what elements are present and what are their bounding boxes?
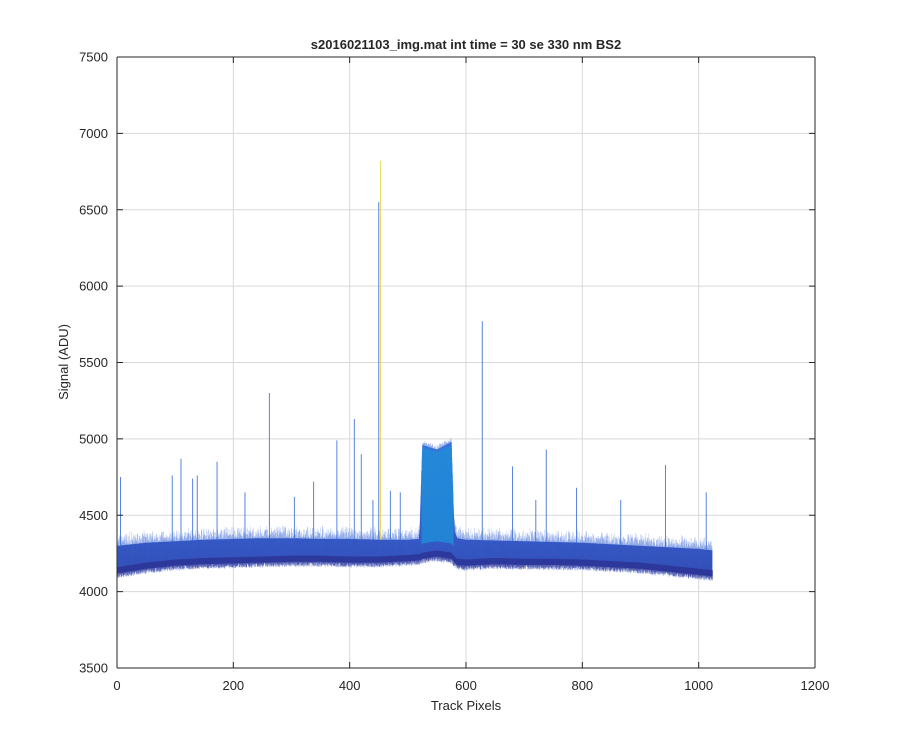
y-tick-label: 6000 — [79, 279, 108, 294]
y-tick-label: 5000 — [79, 431, 108, 446]
y-axis-label: Signal (ADU) — [56, 324, 71, 400]
x-tick-label: 200 — [222, 678, 244, 693]
x-axis-label: Track Pixels — [431, 698, 502, 713]
x-tick-label: 800 — [571, 678, 593, 693]
y-tick-label: 3500 — [79, 661, 108, 676]
ticks: 0 200 400 600 800 1000 1200 3500 4000 4500 5000 550… — [79, 50, 829, 694]
chart-title: s2016021103_img.mat int time = 30 se 330… — [311, 37, 621, 52]
x-tick-label: 1000 — [684, 678, 713, 693]
y-tick-label: 4000 — [79, 584, 108, 599]
y-tick-label: 5500 — [79, 355, 108, 370]
y-tick-label: 6500 — [79, 202, 108, 217]
x-tick-label: 400 — [339, 678, 361, 693]
data-plateau — [421, 442, 454, 546]
y-tick-label: 7500 — [79, 50, 108, 65]
x-tick-label: 600 — [455, 678, 477, 693]
x-tick-label: 0 — [113, 678, 120, 693]
data-lower-rim — [117, 550, 713, 581]
y-tick-label: 4500 — [79, 508, 108, 523]
x-tick-label: 1200 — [801, 678, 830, 693]
data-layer — [117, 160, 713, 581]
y-tick-label: 7000 — [79, 126, 108, 141]
